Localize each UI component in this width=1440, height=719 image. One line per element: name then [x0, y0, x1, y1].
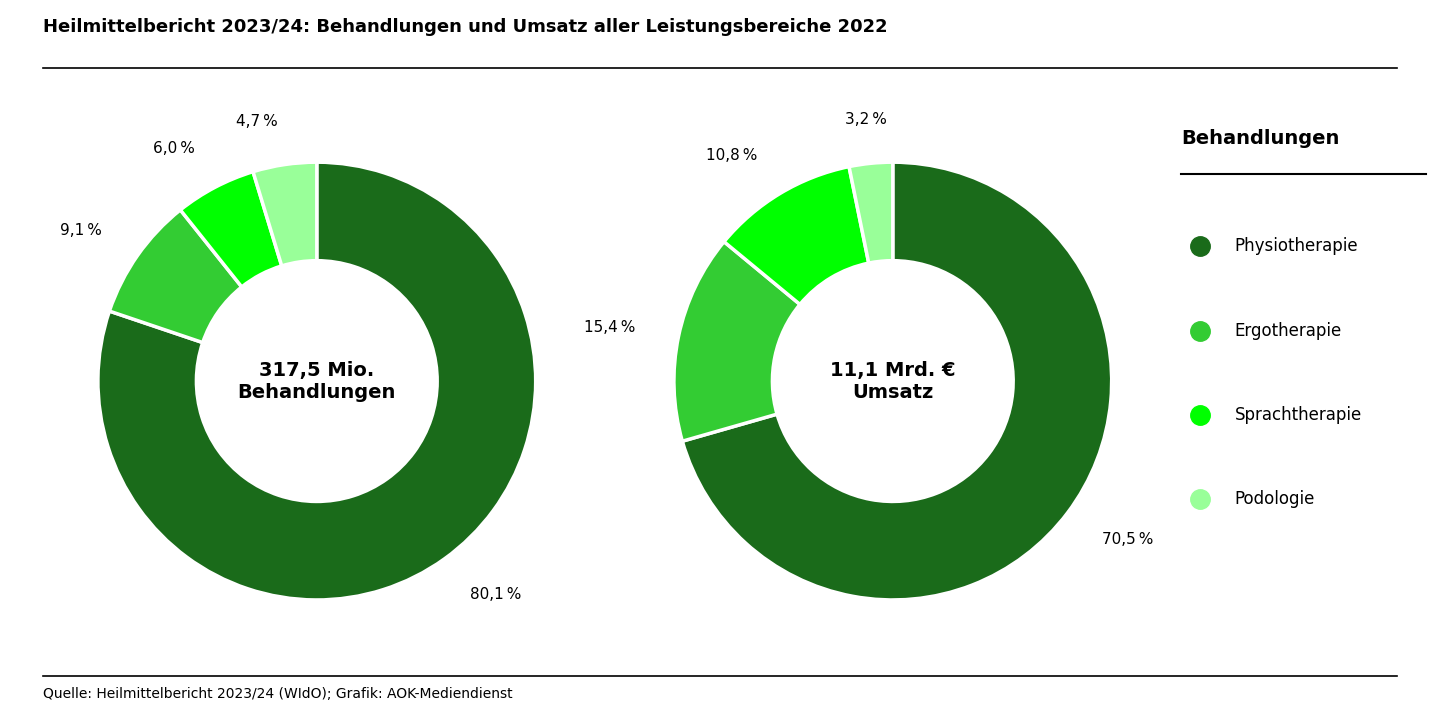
Text: Sprachtherapie: Sprachtherapie [1234, 406, 1362, 423]
Text: Heilmittelbericht 2023/24: Behandlungen und Umsatz aller Leistungsbereiche 2022: Heilmittelbericht 2023/24: Behandlungen … [43, 18, 888, 36]
Text: 6,0 %: 6,0 % [153, 141, 194, 156]
Wedge shape [180, 172, 282, 287]
Wedge shape [98, 162, 536, 600]
Text: Quelle: Heilmittelbericht 2023/24 (WIdO); Grafik: AOK-Mediendienst: Quelle: Heilmittelbericht 2023/24 (WIdO)… [43, 687, 513, 700]
Wedge shape [674, 242, 801, 441]
Text: 10,8 %: 10,8 % [706, 148, 757, 163]
Wedge shape [253, 162, 317, 266]
Wedge shape [109, 210, 242, 342]
Wedge shape [850, 162, 893, 263]
Text: 4,7 %: 4,7 % [236, 114, 278, 129]
Text: 80,1 %: 80,1 % [469, 587, 521, 602]
Text: Behandlungen: Behandlungen [1181, 129, 1339, 147]
Text: Ergotherapie: Ergotherapie [1234, 321, 1342, 339]
Text: 9,1 %: 9,1 % [60, 223, 102, 238]
Text: 11,1 Mrd. €
Umsatz: 11,1 Mrd. € Umsatz [829, 360, 956, 402]
Wedge shape [683, 162, 1112, 600]
Text: 70,5 %: 70,5 % [1103, 532, 1153, 546]
Text: Physiotherapie: Physiotherapie [1234, 237, 1358, 255]
Text: 317,5 Mio.
Behandlungen: 317,5 Mio. Behandlungen [238, 360, 396, 402]
Text: 3,2 %: 3,2 % [845, 112, 887, 127]
Text: 15,4 %: 15,4 % [585, 320, 635, 335]
Wedge shape [724, 167, 868, 304]
Text: Podologie: Podologie [1234, 490, 1315, 508]
